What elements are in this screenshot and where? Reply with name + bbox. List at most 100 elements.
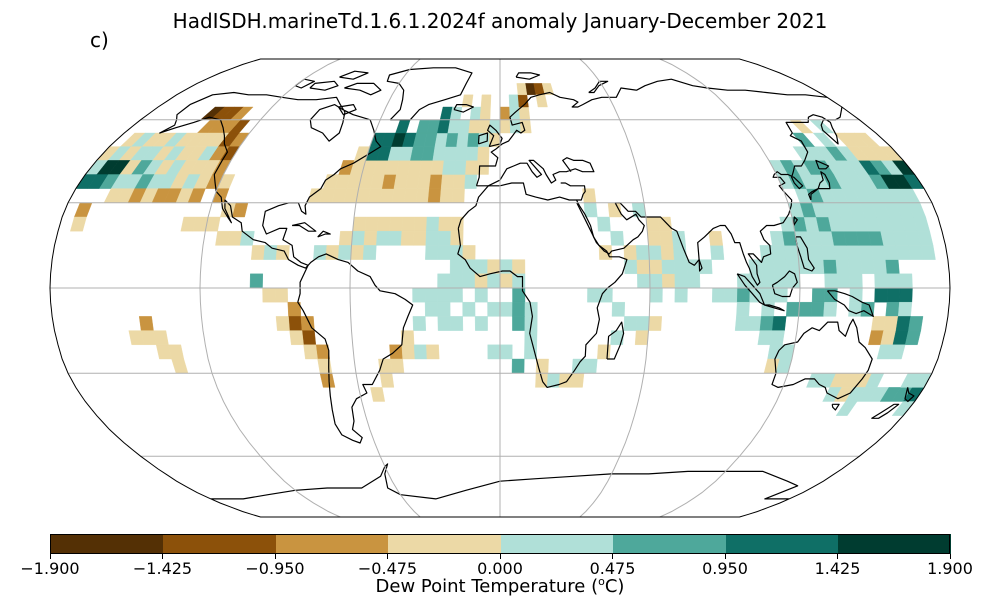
grid-cell — [445, 132, 459, 147]
grid-cell — [759, 245, 774, 260]
grid-cell — [516, 83, 528, 96]
colorbar-tick — [162, 554, 163, 559]
colorbar-tick-label: −1.425 — [132, 559, 193, 578]
grid-cell — [854, 132, 881, 147]
grid-cell — [403, 188, 418, 204]
grid-cell — [364, 216, 379, 232]
grid-cell — [570, 373, 585, 388]
grid-cell — [389, 216, 403, 232]
grid-cell — [897, 302, 913, 317]
colorbar-border — [50, 534, 950, 554]
grid-cell — [474, 316, 488, 331]
grid-cell — [895, 245, 911, 260]
grid-cell — [395, 119, 411, 134]
grid-cell — [874, 273, 888, 289]
grid-cell — [661, 259, 676, 274]
grid-cell — [541, 83, 555, 96]
grid-cell — [623, 245, 638, 260]
coastline — [317, 230, 331, 238]
map-outline — [49, 58, 951, 518]
grid-cell — [453, 160, 467, 175]
grid-cell — [904, 330, 922, 345]
grid-cell — [671, 230, 686, 246]
grid-cell — [171, 358, 189, 374]
colorbar-tick-label: 0.475 — [589, 559, 636, 578]
grid-cell — [421, 146, 436, 161]
grid-cell — [648, 316, 663, 331]
colorbar-tick-label: 0.950 — [702, 559, 748, 578]
coastline — [476, 157, 595, 187]
grid-cell — [437, 230, 452, 246]
grid-cell — [871, 245, 886, 260]
grid-cell — [499, 119, 511, 134]
grid-cell — [474, 259, 488, 274]
grid-cell — [888, 344, 906, 360]
grid-cell — [848, 302, 863, 317]
grid-cell — [810, 302, 825, 317]
grid-cell — [635, 245, 650, 260]
grid-cell — [437, 245, 451, 260]
grid-cell — [352, 216, 367, 232]
grid-cell — [469, 106, 482, 121]
grid-cell — [405, 174, 420, 189]
colorbar-segment — [50, 534, 163, 554]
grid-cell — [761, 287, 776, 303]
coastline — [576, 106, 843, 286]
grid-cell — [449, 245, 464, 260]
grid-cell — [769, 230, 785, 246]
colorbar-tick — [499, 554, 501, 559]
grid-cell — [860, 259, 875, 274]
coastline — [475, 78, 828, 186]
grid-cell — [649, 273, 663, 289]
grid-cell — [128, 330, 145, 345]
coastline — [764, 304, 785, 312]
grid-cell — [274, 287, 289, 303]
coastline — [771, 318, 873, 400]
grid-cell — [437, 273, 451, 289]
grid-cell — [597, 344, 611, 360]
coastline — [588, 80, 609, 94]
grid-cell — [649, 287, 663, 303]
grid-cell — [736, 302, 750, 317]
grid-cell — [487, 302, 501, 317]
grid-cell — [449, 316, 464, 331]
coastline — [515, 72, 541, 80]
coastline — [309, 80, 339, 91]
grid-cell — [583, 358, 598, 374]
grid-cell — [462, 245, 476, 260]
grid-cell — [634, 330, 649, 345]
grid-cell — [849, 273, 863, 289]
grid-cell — [440, 174, 455, 189]
grid-cell — [425, 230, 439, 246]
colorbar-segment — [500, 534, 613, 554]
coastline — [339, 70, 369, 80]
colorbar-tick — [949, 554, 951, 559]
grid-cell — [249, 273, 264, 289]
coastline — [606, 321, 625, 360]
coastline — [826, 290, 874, 317]
grid-cell — [301, 330, 317, 345]
graticule — [50, 59, 950, 517]
grid-cell — [811, 287, 826, 303]
grid-cell — [610, 330, 625, 345]
grid-cell — [426, 344, 440, 360]
grid-cell — [250, 245, 266, 260]
grid-cell — [432, 146, 447, 161]
grid-cell — [467, 132, 480, 147]
grid-cell — [464, 174, 478, 189]
grid-cell — [823, 302, 838, 317]
colorbar-tick-label: −0.475 — [357, 559, 418, 578]
grid-cell — [317, 358, 333, 374]
grid-cell — [289, 330, 304, 345]
grid-cell — [427, 188, 442, 204]
grid-cell — [886, 273, 901, 289]
coastline — [815, 159, 830, 170]
grid-cell — [846, 245, 862, 260]
grid-cell — [649, 259, 663, 274]
grid-cell — [686, 273, 701, 289]
grid-cell — [425, 245, 439, 260]
coastline — [795, 236, 815, 272]
grid-cell — [708, 230, 724, 246]
grid-cell — [883, 316, 899, 331]
grid-cell — [337, 245, 352, 260]
